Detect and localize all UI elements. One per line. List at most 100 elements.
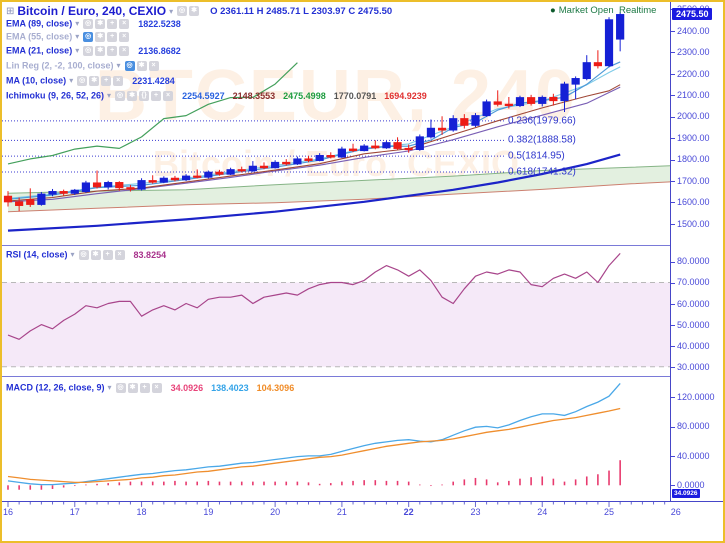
gear-icon[interactable]: ✱ bbox=[127, 90, 138, 101]
plus-icon[interactable]: + bbox=[107, 31, 118, 42]
candle[interactable] bbox=[593, 50, 602, 69]
candle[interactable] bbox=[382, 140, 391, 149]
candle[interactable] bbox=[404, 144, 413, 153]
gear-icon[interactable]: ✱ bbox=[127, 382, 138, 393]
indicator-row-ema21[interactable]: EMA (21, close) ▾ ◎ ✱ + × 2136.8682 bbox=[6, 45, 181, 58]
eye-icon[interactable]: ◎ bbox=[115, 90, 126, 101]
candle[interactable] bbox=[148, 175, 157, 184]
eye-icon[interactable]: ◎ bbox=[77, 75, 88, 86]
main-price-chart[interactable] bbox=[2, 2, 670, 245]
chevron-down-icon[interactable]: ▾ bbox=[70, 250, 75, 260]
chevron-down-icon[interactable]: ▾ bbox=[116, 61, 121, 71]
chevron-down-icon[interactable]: ▾ bbox=[169, 6, 174, 16]
candle[interactable] bbox=[181, 174, 191, 182]
candle[interactable] bbox=[315, 153, 324, 162]
chevron-down-icon[interactable]: ▾ bbox=[75, 19, 80, 29]
candle[interactable] bbox=[337, 146, 346, 158]
candle[interactable] bbox=[348, 143, 358, 153]
eye-icon[interactable]: ◎ bbox=[83, 45, 94, 56]
candle[interactable] bbox=[104, 180, 113, 190]
indicator-row-ma10[interactable]: MA (10, close) ▾ ◎ ✱ + × 2231.4284 bbox=[6, 75, 175, 88]
candle[interactable] bbox=[415, 134, 424, 151]
candle[interactable] bbox=[226, 167, 235, 176]
candle[interactable] bbox=[304, 155, 313, 163]
close-icon[interactable]: × bbox=[151, 382, 162, 393]
eye-icon[interactable]: ◎ bbox=[83, 31, 94, 42]
candle[interactable] bbox=[26, 188, 35, 207]
indicator-row-ema89[interactable]: EMA (89, close) ▾ ◎ ✱ + × 1822.5238 bbox=[6, 18, 181, 31]
eye-icon[interactable]: ◎ bbox=[78, 249, 89, 260]
macd-pane-chart[interactable] bbox=[2, 376, 670, 500]
collapse-pane-icon[interactable]: ⊞ bbox=[6, 5, 15, 17]
candle[interactable] bbox=[215, 169, 224, 176]
candle[interactable] bbox=[92, 170, 102, 189]
gear-icon[interactable]: ✱ bbox=[189, 6, 200, 16]
indicator-label[interactable]: EMA (89, close) bbox=[6, 18, 73, 29]
candle[interactable] bbox=[504, 96, 513, 109]
chart-plot-area[interactable]: BTCEUR, 240 Bitcoin / Euro, CEXIO 0.236(… bbox=[2, 2, 670, 520]
symbol-title[interactable]: Bitcoin / Euro, 240, CEXIO bbox=[17, 4, 167, 18]
braces-icon[interactable]: {} bbox=[139, 90, 150, 101]
candle[interactable] bbox=[204, 170, 213, 179]
rsi-line[interactable] bbox=[7, 252, 621, 340]
candle[interactable] bbox=[604, 17, 614, 68]
ema21-line[interactable] bbox=[7, 86, 621, 203]
candle[interactable] bbox=[460, 114, 469, 129]
candle[interactable] bbox=[115, 181, 124, 191]
eye-icon[interactable]: ◎ bbox=[115, 382, 126, 393]
indicator-label[interactable]: MACD (12, 26, close, 9) bbox=[6, 382, 105, 393]
candle[interactable] bbox=[37, 191, 46, 206]
ema89-line[interactable] bbox=[7, 153, 621, 232]
chevron-down-icon[interactable]: ▾ bbox=[107, 91, 112, 101]
candle[interactable] bbox=[259, 162, 269, 170]
chevron-down-icon[interactable]: ▾ bbox=[69, 76, 74, 86]
candle[interactable] bbox=[159, 176, 168, 184]
time-axis[interactable]: 16 17 18 19 20 21 22 23 24 25 26 bbox=[2, 501, 723, 520]
indicator-row-linreg[interactable]: Lin Reg (2, -2, 100, close) ▾ ◎ ✱ × bbox=[6, 60, 160, 73]
pane-separator-rsi-macd[interactable] bbox=[2, 376, 723, 377]
chevron-down-icon[interactable]: ▾ bbox=[75, 32, 80, 42]
candle[interactable] bbox=[482, 99, 491, 117]
candle[interactable] bbox=[449, 115, 458, 132]
plus-icon[interactable]: + bbox=[139, 382, 150, 393]
price-axis[interactable]: 2500.002400.002300.002200.002100.002000.… bbox=[671, 2, 723, 520]
candle[interactable] bbox=[571, 76, 580, 100]
plus-icon[interactable]: + bbox=[107, 45, 118, 56]
candle[interactable] bbox=[59, 189, 68, 196]
chevron-down-icon[interactable]: ▾ bbox=[107, 383, 112, 393]
gear-icon[interactable]: ✱ bbox=[90, 249, 101, 260]
candle[interactable] bbox=[193, 169, 202, 179]
indicator-label[interactable]: EMA (21, close) bbox=[6, 45, 73, 56]
candle[interactable] bbox=[426, 119, 436, 139]
candle[interactable] bbox=[527, 94, 536, 106]
eye-icon[interactable]: ◎ bbox=[83, 18, 94, 29]
chikou-line[interactable] bbox=[7, 62, 298, 165]
candle[interactable] bbox=[471, 113, 480, 127]
eye-icon[interactable]: ◎ bbox=[177, 6, 188, 16]
close-icon[interactable]: × bbox=[148, 60, 159, 71]
indicator-label[interactable]: Lin Reg (2, -2, 100, close) bbox=[6, 60, 114, 71]
candle[interactable] bbox=[15, 197, 24, 212]
rsi-pane-chart[interactable] bbox=[2, 245, 670, 376]
candle[interactable] bbox=[293, 156, 302, 165]
indicator-row-ema55[interactable]: EMA (55, close) ▾ ◎ ✱ + × bbox=[6, 31, 130, 44]
close-icon[interactable]: × bbox=[163, 90, 174, 101]
gear-icon[interactable]: ✱ bbox=[89, 75, 100, 86]
macd-line[interactable] bbox=[7, 382, 621, 486]
indicator-label[interactable]: RSI (14, close) bbox=[6, 249, 68, 260]
candle[interactable] bbox=[126, 184, 135, 192]
plus-icon[interactable]: + bbox=[101, 75, 112, 86]
candle[interactable] bbox=[137, 178, 146, 191]
gear-icon[interactable]: ✱ bbox=[95, 45, 106, 56]
plus-icon[interactable]: + bbox=[151, 90, 162, 101]
macd-status-row[interactable]: MACD (12, 26, close, 9) ▾ ◎ ✱ + × 34.0926 138.4… bbox=[6, 382, 294, 395]
close-icon[interactable]: × bbox=[119, 18, 130, 29]
candle[interactable] bbox=[493, 90, 502, 107]
candle[interactable] bbox=[48, 188, 57, 197]
candle[interactable] bbox=[326, 152, 335, 159]
eye-icon[interactable]: ◎ bbox=[124, 60, 135, 71]
candle[interactable] bbox=[560, 81, 569, 112]
candle[interactable] bbox=[437, 116, 447, 135]
gear-icon[interactable]: ✱ bbox=[95, 18, 106, 29]
candle[interactable] bbox=[549, 93, 558, 106]
